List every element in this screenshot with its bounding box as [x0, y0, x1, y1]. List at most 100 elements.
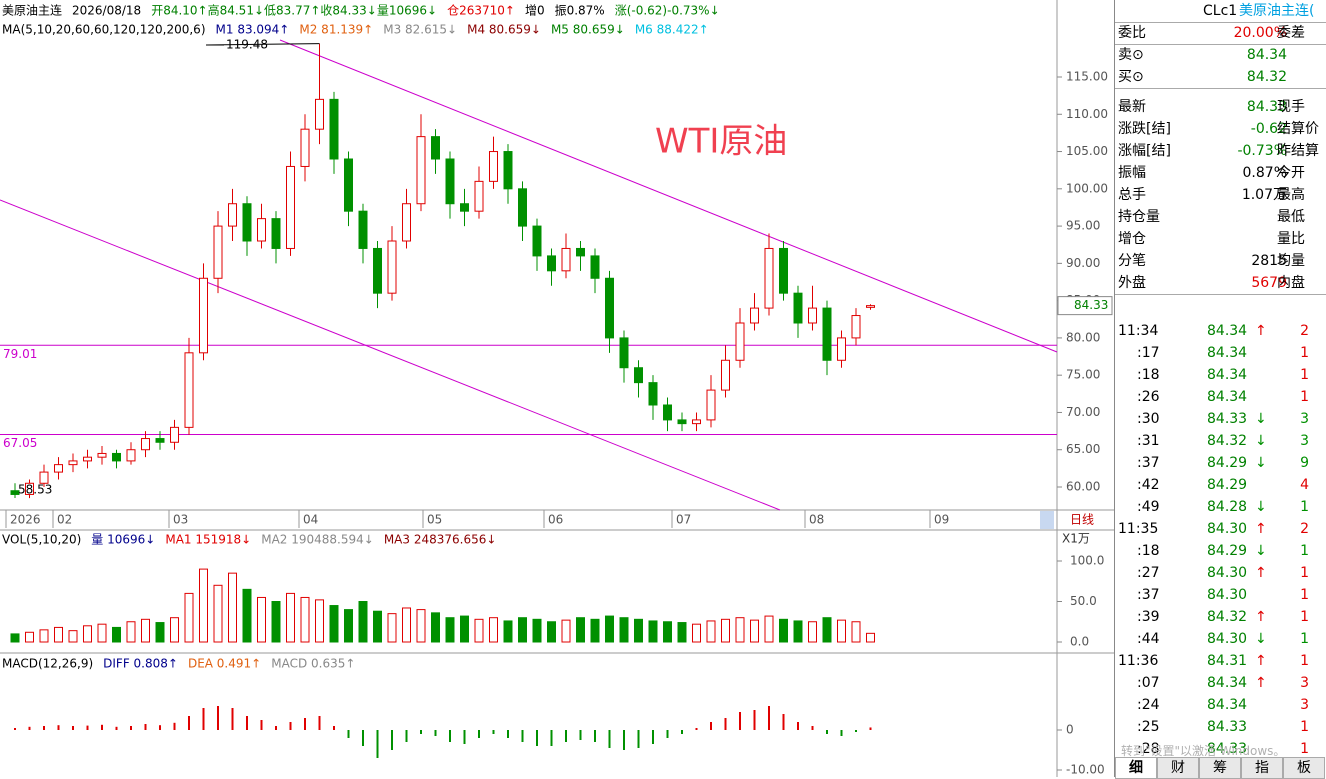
- x-tick-label: 06: [548, 513, 563, 527]
- legend-item: DIFF 0.808↑: [103, 657, 178, 671]
- volume-bar: [619, 617, 629, 643]
- tick-time: :39: [1137, 609, 1160, 625]
- volume-bar: [605, 615, 614, 643]
- y-tick-label: 95.00: [1066, 219, 1100, 233]
- x-tick-label: 08: [809, 513, 824, 527]
- volume-bar: [300, 596, 310, 643]
- trend-line: [279, 39, 1058, 353]
- candle-body: [155, 438, 165, 443]
- volume-bar: [808, 621, 817, 643]
- tick-price: 84.33: [1207, 741, 1248, 757]
- legend-item: MA2 190488.594↓: [261, 533, 374, 547]
- quote-label: 买⊙: [1118, 69, 1144, 85]
- volume-bar: [764, 615, 774, 643]
- tick-arrow: ↑: [1255, 323, 1267, 339]
- candle-body: [793, 292, 803, 324]
- volume-bar: [547, 621, 556, 643]
- volume-bar: [54, 626, 63, 643]
- candle-body: [634, 367, 643, 384]
- quote-label: 昨结算: [1277, 143, 1319, 159]
- candle-body: [126, 449, 136, 462]
- tick-volume: 4: [1300, 477, 1309, 493]
- legend-item: 2026/08/18: [72, 4, 141, 18]
- tick-price: 84.29: [1207, 455, 1248, 471]
- candle-body: [663, 404, 672, 421]
- volume-bar: [271, 601, 281, 643]
- volume-bar: [837, 619, 846, 643]
- tick-time: 11:36: [1118, 653, 1159, 669]
- tick-volume: 2: [1300, 323, 1309, 339]
- candle-body: [300, 128, 310, 167]
- volume-bar: [213, 584, 223, 643]
- tick-price: 84.34: [1207, 675, 1248, 691]
- last-price-box: [1057, 296, 1113, 316]
- candle-body: [851, 315, 861, 339]
- candle-body: [431, 136, 440, 160]
- tick-arrow: ↑: [1255, 609, 1267, 625]
- candle-body: [257, 218, 266, 242]
- candle-body: [648, 382, 658, 406]
- quote-label: 振幅: [1118, 165, 1146, 181]
- x-tick-label: 09: [934, 513, 949, 527]
- volume-bar: [242, 588, 252, 643]
- tab[interactable]: 板: [1283, 757, 1325, 779]
- tick-time: :17: [1137, 345, 1160, 361]
- y-tick-label: 105.00: [1066, 144, 1108, 158]
- legend-item: 开84.10↑高84.51↓低83.77↑收84.33↓量10696↓: [151, 3, 437, 18]
- quote-label: 量比: [1277, 231, 1305, 247]
- period-label: 日线: [1070, 513, 1094, 527]
- tick-volume: 3: [1300, 433, 1309, 449]
- quote-label: 涨幅[结]: [1118, 143, 1171, 159]
- tick-price: 84.31: [1207, 653, 1248, 669]
- volume-bar: [576, 617, 585, 643]
- scroll-button[interactable]: [1040, 511, 1054, 529]
- volume-bar: [257, 596, 266, 643]
- row-divider: [1115, 294, 1326, 295]
- legend-item: VOL(5,10,20): [2, 533, 81, 547]
- candle-body: [532, 225, 542, 257]
- volume-bar: [97, 623, 107, 643]
- candle-body: [387, 240, 397, 294]
- quote-value: -0.62: [1250, 121, 1287, 137]
- candle-body: [10, 490, 20, 495]
- legend-item: MA3 248376.656↓: [384, 533, 497, 547]
- legend-item: M5 80.659↓: [551, 23, 625, 37]
- x-tick-label: 07: [676, 513, 691, 527]
- quote-label: 增仓: [1118, 231, 1146, 247]
- candle-body: [764, 247, 774, 309]
- tick-price: 84.34: [1207, 367, 1248, 383]
- volume-bar: [677, 622, 687, 643]
- volume-unit: X1万: [1062, 532, 1090, 546]
- candle-body: [242, 203, 252, 242]
- low-label: 58.53: [18, 483, 52, 497]
- tick-price: 84.33: [1207, 719, 1248, 735]
- level-label: 67.05: [3, 436, 37, 450]
- tick-time: :49: [1137, 499, 1160, 515]
- legend-item: M2 81.139↑: [299, 23, 373, 37]
- x-tick-label: 05: [427, 513, 442, 527]
- tick-price: 84.29: [1207, 477, 1248, 493]
- quote-label: 内盘: [1277, 275, 1305, 291]
- volume-bar: [83, 625, 92, 643]
- volume-bar: [402, 607, 411, 643]
- tab[interactable]: 财: [1157, 757, 1199, 779]
- tick-price: 84.29: [1207, 543, 1248, 559]
- quote-label: 外盘: [1118, 275, 1146, 291]
- tab[interactable]: 细: [1115, 757, 1157, 779]
- tick-time: :37: [1137, 455, 1160, 471]
- tick-price: 84.30: [1207, 631, 1248, 647]
- volume-bar: [692, 623, 701, 643]
- quote-value: 20.00%: [1233, 25, 1287, 41]
- quote-value: 0.87%: [1242, 165, 1287, 181]
- volume-bar: [112, 626, 121, 643]
- tick-time: :42: [1137, 477, 1160, 493]
- legend-item: 仓263710↑: [447, 4, 515, 18]
- last-price: 84.33: [1074, 298, 1108, 312]
- tick-volume: 1: [1300, 653, 1309, 669]
- volume-bar: [344, 609, 353, 643]
- tick-volume: 1: [1300, 719, 1309, 735]
- quote-label: 分笔: [1118, 253, 1146, 269]
- volume-bar: [721, 618, 730, 643]
- tick-arrow: ↓: [1255, 455, 1267, 471]
- candle-body: [489, 151, 498, 182]
